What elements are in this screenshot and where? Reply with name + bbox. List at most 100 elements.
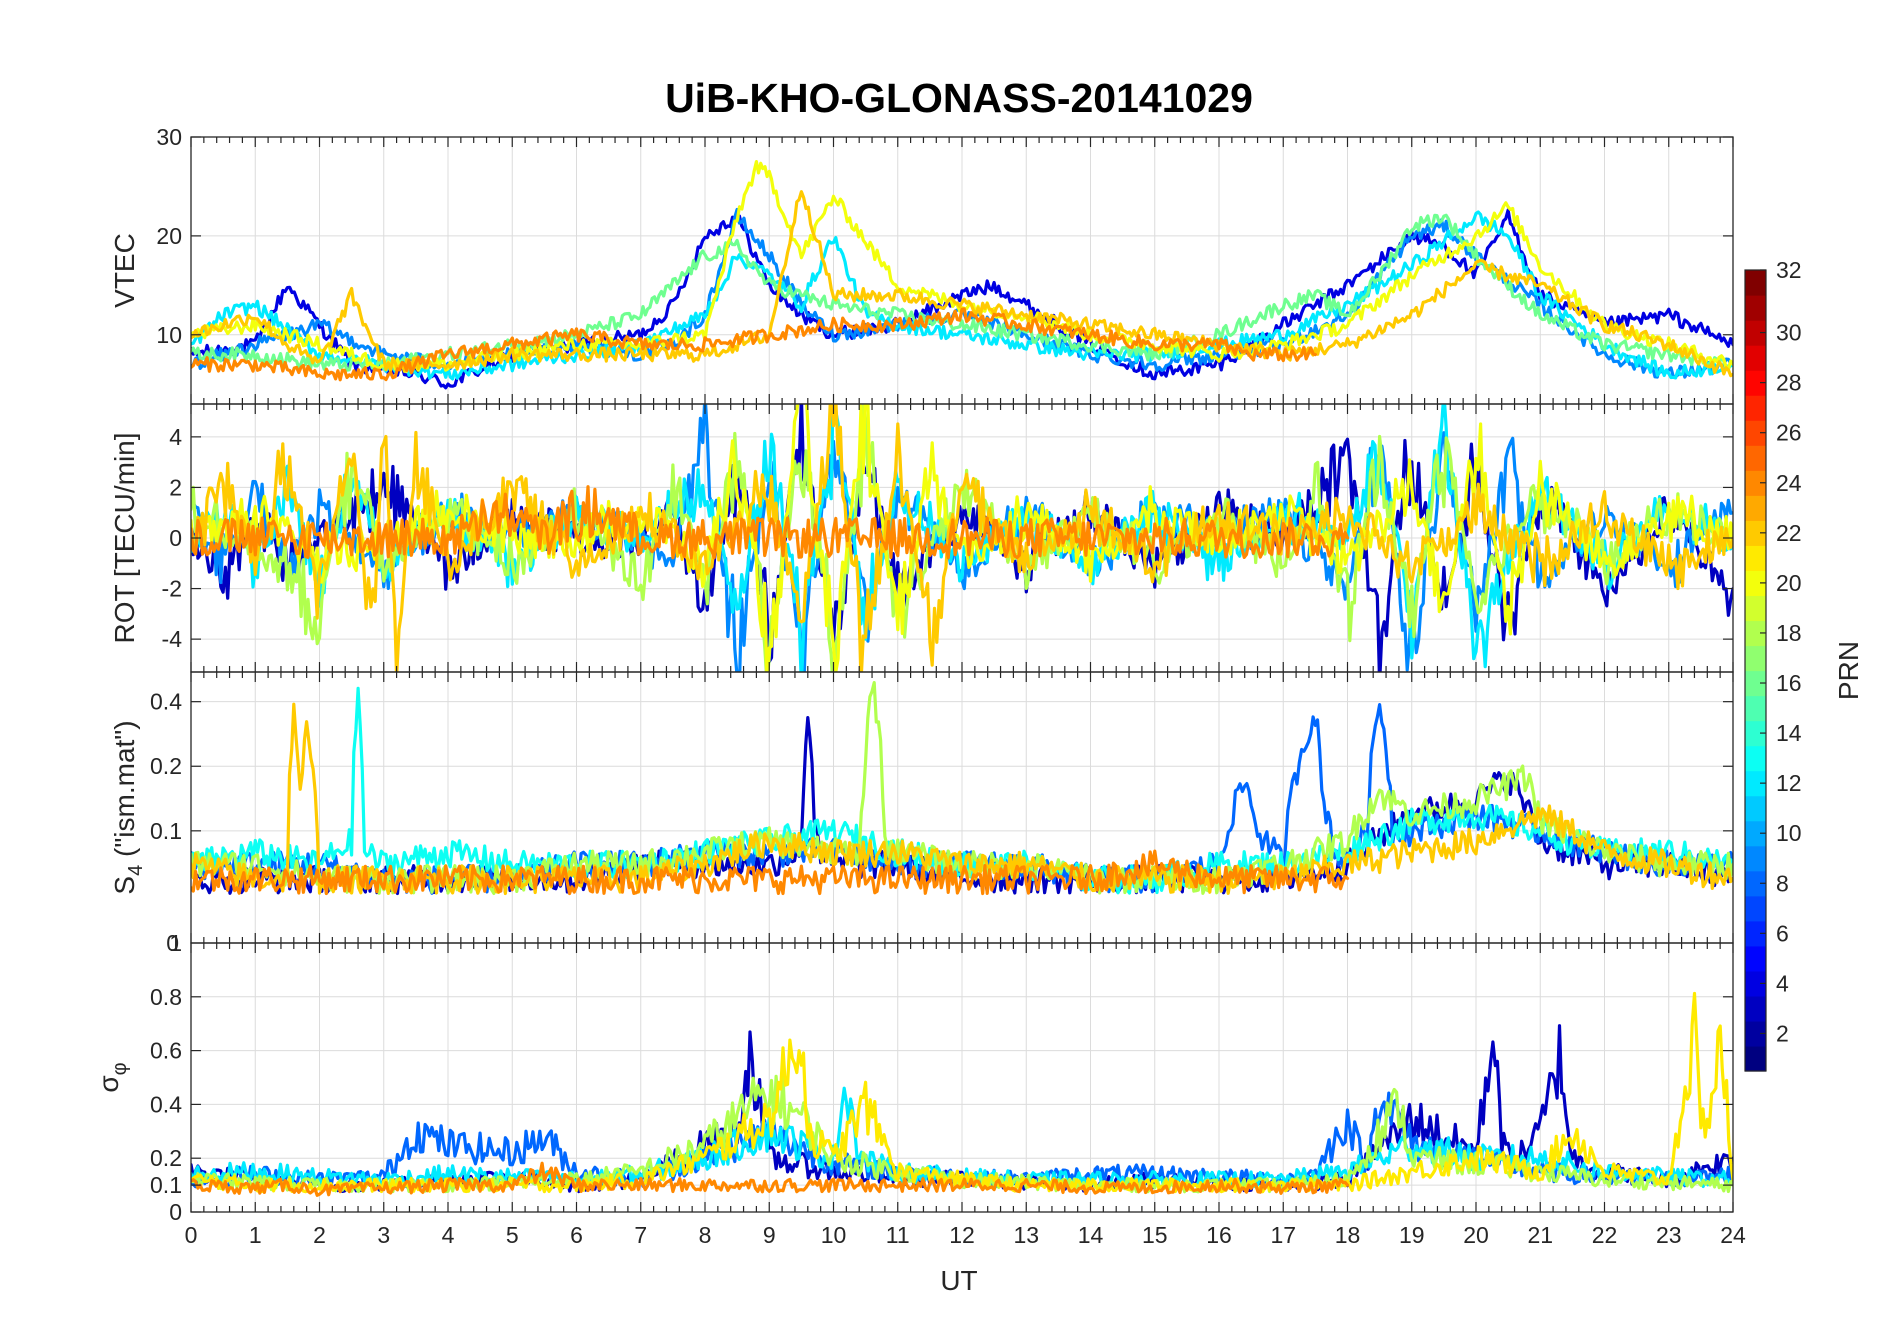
x-tick-label-17: 17 — [1270, 1222, 1296, 1248]
colorbar-swatch-19 — [1745, 595, 1766, 622]
colorbar-tick-label: 30 — [1776, 320, 1802, 346]
rot-ytick-label: 0 — [169, 525, 182, 551]
x-tick-label-21: 21 — [1527, 1222, 1553, 1248]
x-tick-label-15: 15 — [1142, 1222, 1168, 1248]
x-tick-label-1: 1 — [249, 1222, 262, 1248]
colorbar-swatch-32 — [1745, 270, 1766, 296]
colorbar-swatch-29 — [1745, 345, 1766, 371]
colorbar-tick-label: 12 — [1776, 770, 1802, 796]
x-tick-label-9: 9 — [763, 1222, 776, 1248]
colorbar-swatch-1 — [1745, 1045, 1766, 1072]
colorbar-tick-label: 6 — [1776, 920, 1789, 946]
x-tick-label-0: 0 — [185, 1222, 198, 1248]
vtec-series-prn-22 — [191, 190, 1733, 378]
x-tick-label-18: 18 — [1335, 1222, 1361, 1248]
colorbar-swatch-30 — [1745, 320, 1766, 346]
colorbar-tick-label: 16 — [1776, 670, 1802, 696]
rot-ytick-label: 2 — [169, 474, 182, 500]
s4-series-group — [191, 681, 1733, 896]
chart-title: UiB-KHO-GLONASS-20141029 — [665, 75, 1253, 121]
vtec-ytick-label: 30 — [156, 124, 182, 150]
colorbar-tick-label: 2 — [1776, 1020, 1789, 1046]
sigma-series-group — [191, 991, 1733, 1197]
colorbar-swatch-22 — [1745, 520, 1766, 546]
x-tick-label-5: 5 — [506, 1222, 519, 1248]
colorbar-tick-label: 32 — [1776, 257, 1802, 283]
x-tick-label-10: 10 — [821, 1222, 847, 1248]
vtec-series-prn-4 — [191, 208, 1733, 390]
colorbar-tick-label: 22 — [1776, 520, 1802, 546]
vtec-series-prn-24 — [191, 307, 1317, 382]
sigma-ytick-label: 0.8 — [150, 984, 182, 1010]
x-tick-label-22: 22 — [1592, 1222, 1618, 1248]
sigma-ytick-label: 0.4 — [150, 1091, 182, 1117]
x-tick-label-16: 16 — [1206, 1222, 1232, 1248]
x-tick-label-23: 23 — [1656, 1222, 1682, 1248]
x-tick-label-12: 12 — [949, 1222, 975, 1248]
colorbar-swatch-27 — [1745, 395, 1766, 421]
s4-series-prn-24 — [191, 849, 1350, 896]
x-tick-label-24: 24 — [1720, 1222, 1746, 1248]
s4-ytick-label: 0.4 — [150, 689, 182, 715]
x-tick-label-13: 13 — [1013, 1222, 1039, 1248]
x-tick-label-14: 14 — [1078, 1222, 1104, 1248]
rot-series-prn-22 — [191, 404, 1733, 672]
colorbar-swatch-14 — [1745, 720, 1766, 747]
rot-ytick-label: -4 — [162, 626, 183, 652]
rot-ytick-label: 4 — [169, 424, 182, 450]
colorbar-swatch-3 — [1745, 995, 1766, 1022]
sigma-series-prn-24 — [191, 1161, 1350, 1197]
x-axis-label: UT — [940, 1265, 977, 1296]
sigma-y-axis-label: σφ — [93, 1062, 131, 1092]
colorbar-tick-label: 14 — [1776, 720, 1802, 746]
colorbar-swatch-4 — [1745, 970, 1766, 997]
colorbar-swatch-11 — [1745, 795, 1766, 822]
colorbar-swatch-15 — [1745, 695, 1766, 722]
colorbar-tick-label: 4 — [1776, 970, 1789, 996]
vtec-series-group — [191, 160, 1733, 390]
colorbar-swatch-10 — [1745, 820, 1766, 847]
colorbar-swatch-9 — [1745, 845, 1766, 872]
colorbar-swatch-25 — [1745, 445, 1766, 471]
colorbar-tick-label: 28 — [1776, 370, 1802, 396]
colorbar-tick-label: 18 — [1776, 620, 1802, 646]
x-tick-label-19: 19 — [1399, 1222, 1425, 1248]
sigma-ytick-label: 0 — [169, 1199, 182, 1225]
colorbar-swatch-2 — [1745, 1020, 1766, 1047]
colorbar-swatch-13 — [1745, 745, 1766, 772]
colorbar-tick-label: 24 — [1776, 470, 1802, 496]
sigma-top-overlap-label: 1 — [169, 930, 182, 956]
vtec-ytick-label: 10 — [156, 322, 182, 348]
rot-ytick-label: -2 — [162, 576, 182, 602]
colorbar-swatch-31 — [1745, 295, 1766, 321]
colorbar-tick-label: 8 — [1776, 870, 1789, 896]
colorbar-swatch-28 — [1745, 370, 1766, 396]
rot-y-axis-label: ROT [TECU/min] — [109, 432, 140, 643]
s4-y-axis-label: S4 ("ism.mat") — [109, 720, 147, 894]
panel-rot: -4 -2 0 2 4 ROT [TECU/min] — [109, 403, 1734, 673]
colorbar-swatch-23 — [1745, 495, 1766, 521]
rot-series-group — [191, 404, 1733, 672]
colorbar-tick-label: 20 — [1776, 570, 1802, 596]
colorbar-swatch-16 — [1745, 670, 1766, 697]
colorbar-tick-label: 26 — [1776, 420, 1802, 446]
rot-series-prn-24 — [191, 485, 1350, 560]
colorbar-swatch-5 — [1745, 945, 1766, 972]
s4-ytick-label: 0.1 — [150, 818, 182, 844]
colorbar-swatch-7 — [1745, 895, 1766, 922]
sigma-ytick-label: 0.1 — [150, 1172, 182, 1198]
x-tick-label-8: 8 — [699, 1222, 712, 1248]
vtec-y-axis-label: VTEC — [109, 233, 140, 308]
colorbar-swatch-26 — [1745, 420, 1766, 446]
x-tick-label-11: 11 — [886, 1222, 910, 1248]
x-tick-label-2: 2 — [313, 1222, 326, 1248]
x-tick-label-6: 6 — [570, 1222, 583, 1248]
colorbar-swatch-21 — [1745, 545, 1766, 571]
sigma-top-overlap-label: 0 — [166, 930, 179, 956]
colorbar-swatch-24 — [1745, 470, 1766, 496]
colorbar-tick-label: 10 — [1776, 820, 1802, 846]
